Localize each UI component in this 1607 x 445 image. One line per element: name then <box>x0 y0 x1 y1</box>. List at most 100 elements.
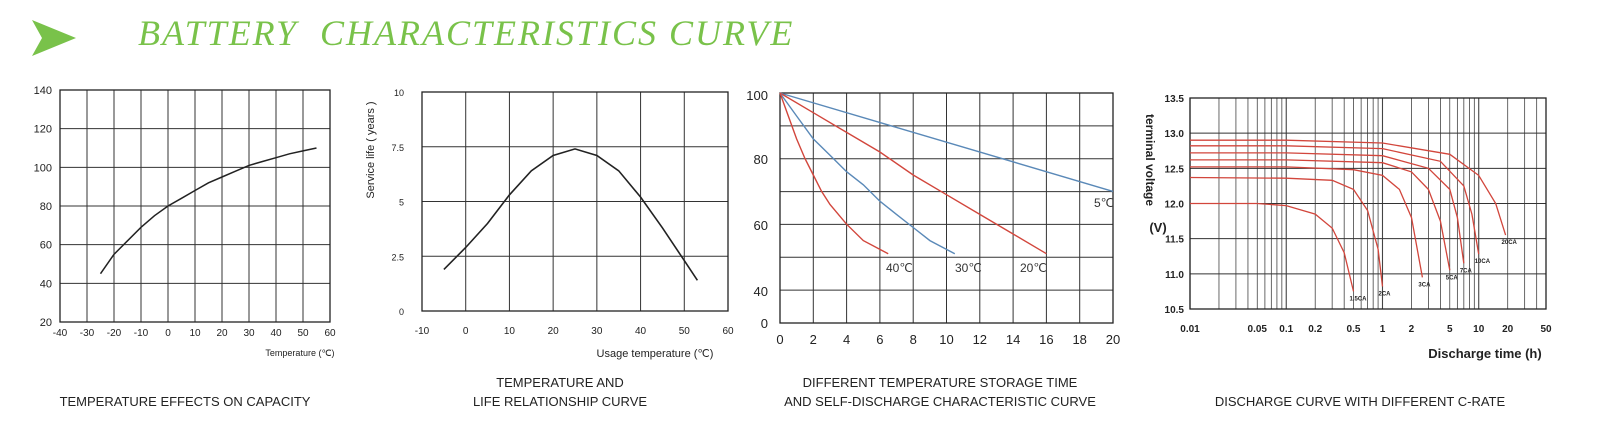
y-tick-label: 60 <box>754 218 768 233</box>
x-tick-label: 40 <box>270 328 282 339</box>
series-line <box>1190 145 1480 255</box>
y-tick-label: 7.5 <box>391 143 404 153</box>
series-label: 5CA <box>1446 275 1459 281</box>
y-tick-label: 80 <box>754 152 768 167</box>
caption-temperature-capacity: TEMPERATURE EFFECTS ON CAPACITY <box>59 394 311 409</box>
x-tick-label: 20 <box>1502 324 1514 335</box>
x-tick-label: 8 <box>910 332 917 347</box>
x-tick-label: 50 <box>679 326 691 337</box>
x-tick-label: 14 <box>1006 332 1020 347</box>
series-line <box>779 92 889 255</box>
x-tick-label: -10 <box>415 326 430 337</box>
x-tick-label: 0.2 <box>1308 324 1322 335</box>
y-tick-label: 0 <box>399 307 404 317</box>
x-axis-label: Temperature (℃) <box>265 348 334 358</box>
y-tick-label: 80 <box>40 201 52 213</box>
x-tick-label: 40 <box>635 326 647 337</box>
x-tick-label: 10 <box>1473 324 1485 335</box>
y-tick-label: 12.0 <box>1165 200 1185 211</box>
x-tick-label: 0.01 <box>1180 324 1200 335</box>
y-tick-label: 0 <box>761 316 768 331</box>
series-label: 5℃ <box>1094 196 1114 210</box>
x-tick-label: 30 <box>243 328 255 339</box>
series-line <box>443 148 699 281</box>
series-label: 20℃ <box>1020 261 1047 275</box>
x-tick-label: 0.5 <box>1347 324 1361 335</box>
x-tick-label: 20 <box>1106 332 1120 347</box>
x-tick-label: 60 <box>722 326 734 337</box>
series-line <box>1190 166 1424 278</box>
x-tick-label: -40 <box>53 328 68 339</box>
caption-discharge-c-rate: DISCHARGE CURVE WITH DIFFERENT C-RATE <box>1214 394 1506 409</box>
series-line <box>1190 139 1507 236</box>
series-line <box>779 92 956 255</box>
x-tick-label: 50 <box>297 328 309 339</box>
y-tick-label: 5 <box>399 198 404 208</box>
series-label: 40℃ <box>886 261 913 275</box>
y-tick-label: 140 <box>34 85 52 97</box>
series-line <box>1189 176 1384 287</box>
series-label: 20CA <box>1502 240 1518 246</box>
series-label: 3CA <box>1418 282 1431 288</box>
caption-storage-self-discharge: DIFFERENT TEMPERATURE STORAGE TIME AND S… <box>784 375 1096 409</box>
x-tick-label: 10 <box>939 332 953 347</box>
x-tick-label: 0 <box>463 326 469 337</box>
x-tick-label: 20 <box>216 328 228 339</box>
y-tick-label: 13.5 <box>1165 94 1185 105</box>
y-tick-label: 60 <box>40 240 52 252</box>
x-tick-label: 2 <box>1409 324 1415 335</box>
x-tick-label: 0 <box>776 332 783 347</box>
x-tick-label: 10 <box>504 326 516 337</box>
x-tick-label: -10 <box>134 328 149 339</box>
y-tick-label: 20 <box>40 317 52 329</box>
series-label: 1.5CA <box>1350 296 1368 302</box>
y-tick-label: 10.5 <box>1165 305 1185 316</box>
y-tick-label: 40 <box>40 278 52 290</box>
series-line <box>1190 159 1451 271</box>
plot-frame <box>59 89 331 323</box>
y-axis-label: terminal voltage <box>1143 114 1157 206</box>
series-line <box>99 147 317 275</box>
x-tick-label: -20 <box>107 328 122 339</box>
x-tick-label: 10 <box>189 328 201 339</box>
x-tick-label: 2 <box>810 332 817 347</box>
series-line <box>779 92 1047 255</box>
x-tick-label: 20 <box>548 326 560 337</box>
x-axis-label: Usage temperature (℃) <box>597 348 714 360</box>
x-tick-label: 6 <box>876 332 883 347</box>
y-tick-label: 100 <box>746 88 768 103</box>
y-tick-label: 12.5 <box>1165 164 1185 175</box>
series-line <box>779 92 1114 193</box>
y-axis-label: Service life ( years ) <box>365 101 377 198</box>
y-tick-label: 100 <box>34 162 52 174</box>
x-tick-label: 18 <box>1072 332 1086 347</box>
plot-frame <box>779 92 1114 324</box>
x-tick-label: 16 <box>1039 332 1053 347</box>
x-tick-label: 4 <box>843 332 850 347</box>
x-tick-label: 1 <box>1380 324 1386 335</box>
x-tick-label: 12 <box>973 332 987 347</box>
x-tick-label: 5 <box>1447 324 1453 335</box>
x-axis-label: Discharge time (h) <box>1428 346 1541 361</box>
series-label: 30℃ <box>955 261 982 275</box>
y-tick-label: 2.5 <box>391 252 404 262</box>
series-line <box>1190 202 1355 292</box>
caption-temperature-life: TEMPERATURE AND LIFE RELATIONSHIP CURVE <box>472 375 648 409</box>
x-tick-label: 50 <box>1540 324 1552 335</box>
arrow-icon <box>32 20 76 56</box>
x-tick-label: 0.05 <box>1248 324 1268 335</box>
series-line <box>1190 152 1465 264</box>
x-tick-label: 60 <box>324 328 336 339</box>
y-tick-label: 40 <box>754 284 768 299</box>
page-title: BATTERY CHARACTERISTICS CURVE <box>138 13 795 53</box>
x-tick-label: 0 <box>165 328 171 339</box>
x-tick-label: -30 <box>80 328 95 339</box>
y-tick-label: 120 <box>34 124 52 136</box>
series-label: 7CA <box>1460 268 1473 274</box>
x-tick-label: 0.1 <box>1279 324 1293 335</box>
y-axis-unit: (V) <box>1149 220 1166 235</box>
series-label: 2CA <box>1378 291 1391 297</box>
